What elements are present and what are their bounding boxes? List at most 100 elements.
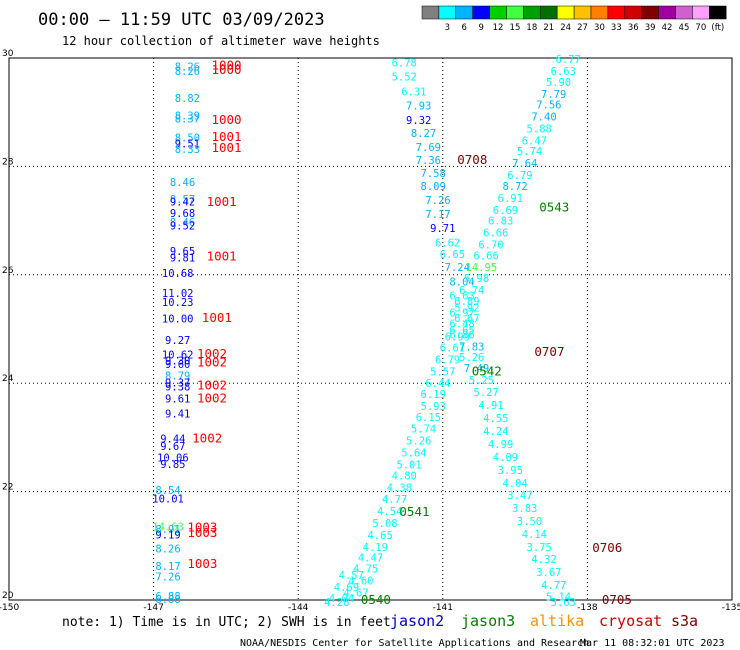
satellite-s3a: s3a [671,612,698,630]
y-axis-ticks: 20 22 24 26 28 30 [2,49,14,601]
pass-time-label: 1003 [187,525,217,540]
wave-height-value: 4.04 [502,478,527,490]
wave-height-value: 8.26 [155,544,180,556]
pass-time-label: 1001 [211,129,241,144]
wave-height-value: 4.77 [541,580,566,592]
color-bin-label: 12 [493,23,504,33]
pass-time-label: 1002 [197,390,227,405]
wave-height-value: 9.42 [170,197,195,209]
wave-height-value: 6.91 [498,193,523,205]
wave-height-value: 7.24 [445,262,470,274]
wave-height-value: 6.97 [449,308,474,320]
pass-time-label: 0707 [534,344,564,359]
wave-height-value: 4.38 [387,482,412,494]
wave-height-value: 6.74 [459,285,484,297]
wave-height-value: 10.06 [157,452,189,464]
wave-height-value: 5.63 [551,597,576,609]
pass-time-label: 0543 [539,200,569,215]
y-tick-label: 22 [2,483,13,493]
color-bin [421,5,440,20]
wave-height-value: 7.69 [416,142,441,154]
wave-height-value: 3.95 [498,465,523,477]
wave-height-value: 5.14 [546,592,571,604]
wave-height-value: 6.78 [392,57,417,69]
wave-height-value: 4.91 [478,400,503,412]
y-tick-label: 24 [2,374,14,384]
color-bin-label: 27 [577,23,588,33]
wave-height-value: 4.69 [334,582,359,594]
wave-height-value: 9.60 [165,359,190,371]
wave-height-value: 5.64 [401,448,426,460]
color-bin-label: 70 [695,23,706,33]
wave-height-value: 7.64 [512,158,537,170]
wave-height-value: 6.79 [507,170,532,182]
wave-height-value: 6.65 [449,325,474,337]
wave-height-value: 8.39 [175,110,200,122]
pass-time-label: 1002 [197,355,227,370]
pass-time-label: 0541 [399,504,429,519]
plot-frame [8,57,733,601]
wave-height-value: 9.32 [406,115,431,127]
color-bin [692,5,710,20]
wave-height-value: 7.17 [425,209,450,221]
timestamp-text: Mar 11 08:32:01 UTC 2023 [580,638,725,649]
wave-height-value: 5.08 [372,518,397,530]
pass-time-label: 1003 [187,556,217,571]
wave-height-value: 3.75 [527,542,552,554]
color-bin [641,5,659,20]
pass-time-label: 0540 [361,592,391,607]
pass-time-label: 1001 [202,310,232,325]
wave-height-value: 6.66 [474,250,499,262]
wave-height-value: 8.72 [502,181,527,193]
wave-height-value: 10.01 [152,494,184,506]
y-tick-label: 30 [2,49,14,59]
grid-lines [9,58,732,600]
wave-height-value: 8.04 [449,276,474,288]
legend-note: note: 1) Time is in UTC; 2) SWH is in fe… [62,615,391,630]
satellite-legend: jason2 jason3 altika cryosat s3a [390,612,698,630]
color-scale-bar: 3 6 9 12 15 18 21 24 27 30 33 36 39 42 45 70 (ft) [421,5,727,33]
wave-height-values: 8.268.268.828.398.378.509.518.338.468.57… [152,54,581,609]
y-tick-label: 26 [2,266,14,276]
color-bin [709,5,727,20]
wave-height-value: 5.26 [459,352,484,364]
wave-height-value: 3.67 [536,567,561,579]
x-tick-label: -141 [433,603,453,613]
wave-height-value: 9.81 [170,252,195,264]
color-bin-label: 39 [645,23,656,33]
color-bin-label: 24 [560,23,571,33]
x-tick-label: -147 [143,603,163,613]
wave-height-value: 8.26 [175,66,200,78]
wave-height-value: 6.67 [454,313,479,325]
wave-height-value: 6.88 [155,594,180,606]
wave-height-value: 9.65 [170,246,195,258]
pass-time-label: 0705 [602,592,632,607]
wave-height-value: 6.15 [416,412,441,424]
wave-height-value: 6.77 [555,54,580,66]
y-tick-label: 20 [2,591,14,601]
wave-height-value: 4.80 [392,470,417,482]
pass-time-label: 1002 [197,377,227,392]
wave-height-value: 7.79 [541,89,566,101]
wave-height-value: 9.41 [165,409,190,421]
wave-height-value: 14.95 [466,262,498,274]
wave-height-value: 5.92 [454,302,479,314]
wave-height-value: 5.01 [396,460,421,472]
x-tick-label: -135 [722,603,740,613]
color-bin [607,5,626,20]
wave-height-value: 8.54 [155,485,180,497]
color-bin-label: 9 [478,23,483,33]
wave-height-value: 5.27 [474,387,499,399]
pass-time-label: 1001 [211,140,241,155]
wave-height-value: 9.52 [170,220,195,232]
wave-height-value: 10.62 [162,349,194,361]
wave-height-value: 8.26 [175,62,200,74]
wave-height-value: 9.61 [165,393,190,405]
wave-height-value: 4.55 [483,413,508,425]
pass-time-label: 1001 [207,194,237,209]
color-bin [556,5,575,20]
wave-height-value: 7.83 [459,341,484,353]
x-tick-label: -144 [288,603,309,613]
color-bin-label: 3 [445,23,450,33]
